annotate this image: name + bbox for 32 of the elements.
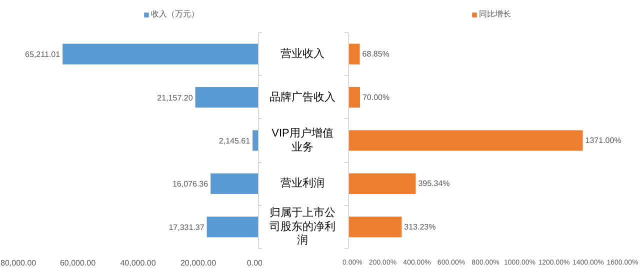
legend-label: 同比增长 [479, 8, 511, 20]
bar [210, 172, 258, 195]
y-tick-label: 营业利润 [280, 176, 324, 190]
data-label: 313.23% [404, 222, 436, 232]
x-tick-label: 20,000.00 [180, 258, 217, 268]
data-label: 2,145.61 [218, 136, 251, 146]
y-tick-label: 归属于上市公司股东的净利润 [270, 206, 336, 247]
bar [348, 129, 584, 152]
y-tick-label: 品牌广告收入 [270, 90, 336, 104]
x-tick-label: 80,000.00 [0, 258, 37, 268]
bar [348, 86, 361, 109]
bar [348, 216, 403, 238]
bar [206, 216, 258, 238]
y-tick-label: 营业收入 [280, 47, 324, 60]
data-label: 1371.00% [585, 136, 622, 145]
data-label: 17,331.37 [168, 222, 205, 232]
bar [194, 86, 258, 109]
bar [348, 42, 361, 66]
bar [62, 42, 258, 66]
data-label: 395.34% [418, 179, 450, 188]
x-tick-label: 60,000.00 [60, 258, 96, 268]
legend-label: 收入（万元） [151, 8, 199, 20]
bar [348, 172, 417, 195]
y-tick-label: VIP用户增值业务 [272, 126, 334, 154]
x-tick-label: 0.00 [246, 258, 264, 268]
data-label: 70.00% [362, 92, 390, 102]
data-label: 68.85% [362, 50, 390, 59]
data-label: 65,211.01 [25, 50, 61, 60]
data-label: 21,157.20 [157, 93, 194, 102]
data-label: 16,076.36 [172, 180, 209, 189]
x-tick-label: 40,000.00 [120, 258, 156, 268]
bar [252, 129, 258, 152]
